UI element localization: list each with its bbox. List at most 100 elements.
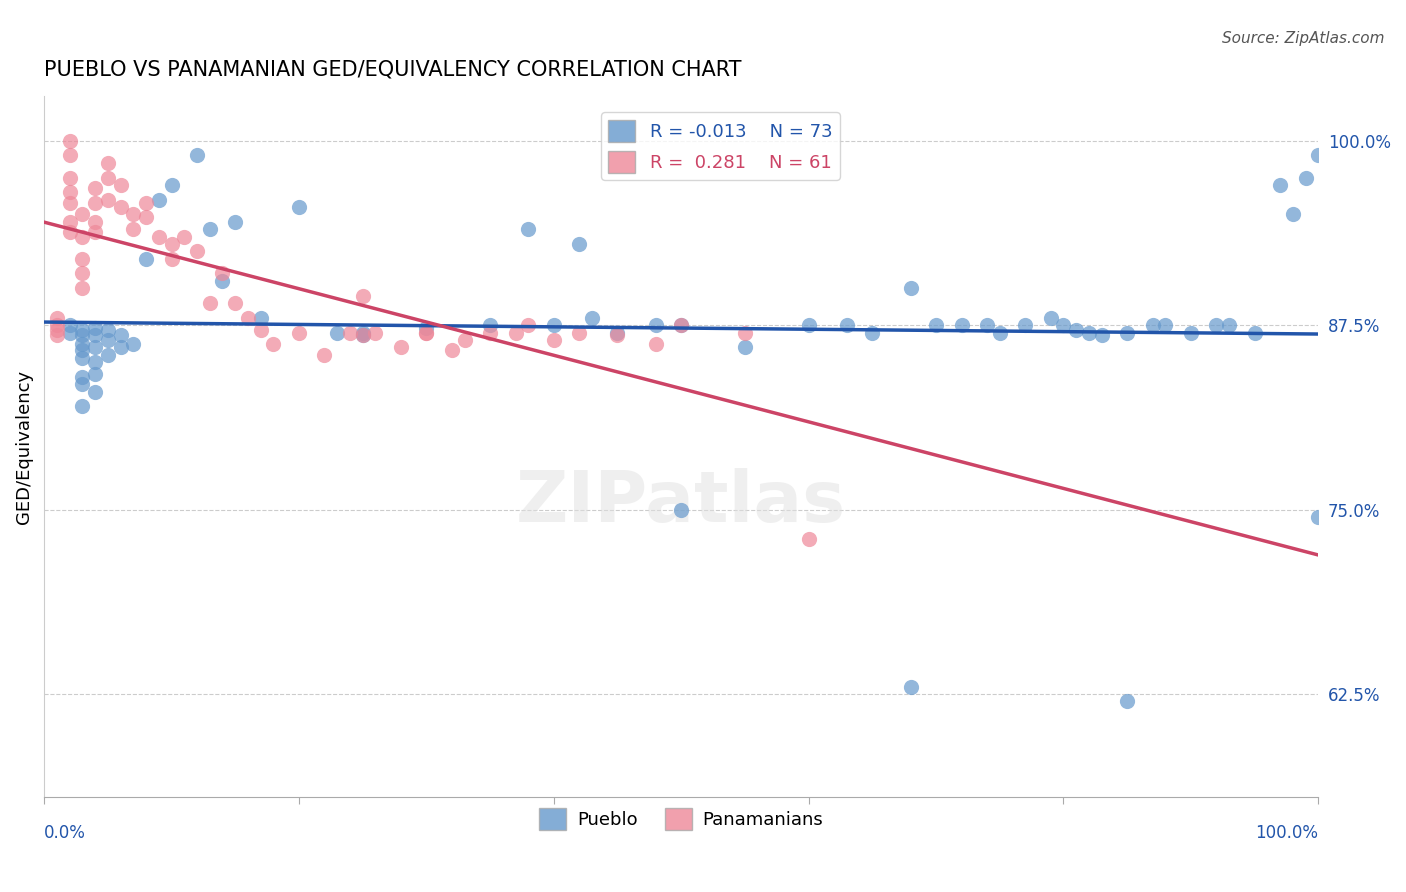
Point bbox=[84, 321, 107, 335]
Point bbox=[1116, 326, 1139, 340]
Point bbox=[249, 322, 271, 336]
Point bbox=[72, 252, 94, 266]
Point bbox=[797, 318, 820, 333]
Point bbox=[58, 170, 80, 185]
Point bbox=[1180, 326, 1202, 340]
Point bbox=[58, 148, 80, 162]
Point bbox=[110, 328, 132, 343]
Point bbox=[352, 326, 374, 340]
Point bbox=[224, 215, 246, 229]
Point bbox=[1064, 322, 1087, 336]
Point bbox=[415, 321, 437, 335]
Point bbox=[72, 399, 94, 413]
Point bbox=[976, 318, 998, 333]
Point bbox=[797, 532, 820, 546]
Point bbox=[72, 351, 94, 365]
Point bbox=[148, 193, 170, 207]
Point bbox=[860, 326, 883, 340]
Point bbox=[1077, 326, 1099, 340]
Point bbox=[517, 222, 540, 236]
Point bbox=[72, 369, 94, 384]
Point bbox=[505, 326, 527, 340]
Point bbox=[1039, 310, 1062, 325]
Point bbox=[236, 310, 259, 325]
Text: Source: ZipAtlas.com: Source: ZipAtlas.com bbox=[1222, 31, 1385, 46]
Point bbox=[160, 237, 183, 252]
Text: ZIPatlas: ZIPatlas bbox=[516, 468, 846, 538]
Point bbox=[900, 281, 922, 295]
Point bbox=[543, 333, 565, 347]
Point bbox=[45, 318, 67, 333]
Point bbox=[97, 156, 120, 170]
Point bbox=[97, 322, 120, 336]
Point bbox=[110, 340, 132, 354]
Point bbox=[1052, 318, 1074, 333]
Point bbox=[135, 252, 157, 266]
Point bbox=[97, 170, 120, 185]
Point bbox=[1154, 318, 1177, 333]
Point bbox=[440, 343, 463, 358]
Point bbox=[1295, 170, 1317, 185]
Point bbox=[173, 229, 195, 244]
Point bbox=[1281, 207, 1303, 221]
Point bbox=[389, 340, 412, 354]
Point bbox=[110, 200, 132, 214]
Point bbox=[58, 326, 80, 340]
Point bbox=[84, 367, 107, 381]
Point bbox=[186, 148, 208, 162]
Point bbox=[326, 326, 349, 340]
Point bbox=[669, 318, 692, 333]
Text: 0.0%: 0.0% bbox=[44, 824, 86, 842]
Point bbox=[314, 348, 336, 362]
Point bbox=[84, 328, 107, 343]
Point bbox=[160, 178, 183, 192]
Point bbox=[58, 215, 80, 229]
Point bbox=[644, 318, 666, 333]
Point bbox=[72, 322, 94, 336]
Point bbox=[734, 340, 756, 354]
Point bbox=[835, 318, 858, 333]
Point bbox=[198, 296, 221, 310]
Point bbox=[72, 281, 94, 295]
Point bbox=[84, 225, 107, 239]
Point bbox=[211, 267, 233, 281]
Point bbox=[1268, 178, 1291, 192]
Point bbox=[72, 343, 94, 358]
Point bbox=[135, 211, 157, 225]
Point bbox=[72, 207, 94, 221]
Text: 100.0%: 100.0% bbox=[1256, 824, 1319, 842]
Point bbox=[224, 296, 246, 310]
Point bbox=[415, 326, 437, 340]
Point bbox=[110, 178, 132, 192]
Point bbox=[606, 326, 628, 340]
Point bbox=[453, 333, 475, 347]
Point bbox=[186, 244, 208, 259]
Point bbox=[581, 310, 603, 325]
Point bbox=[58, 186, 80, 200]
Point bbox=[84, 355, 107, 369]
Point bbox=[1308, 510, 1330, 524]
Point bbox=[517, 318, 540, 333]
Point bbox=[97, 333, 120, 347]
Point bbox=[669, 502, 692, 516]
Point bbox=[415, 326, 437, 340]
Point bbox=[122, 207, 145, 221]
Point bbox=[479, 326, 502, 340]
Point bbox=[479, 318, 502, 333]
Point bbox=[97, 348, 120, 362]
Point bbox=[58, 225, 80, 239]
Point bbox=[72, 229, 94, 244]
Point bbox=[84, 215, 107, 229]
Point bbox=[1116, 694, 1139, 708]
Point bbox=[669, 318, 692, 333]
Point bbox=[122, 337, 145, 351]
Point bbox=[84, 195, 107, 210]
Point bbox=[249, 310, 271, 325]
Point bbox=[644, 337, 666, 351]
Point bbox=[198, 222, 221, 236]
Point bbox=[211, 274, 233, 288]
Point bbox=[1218, 318, 1240, 333]
Point bbox=[925, 318, 948, 333]
Y-axis label: GED/Equivalency: GED/Equivalency bbox=[15, 370, 32, 524]
Point bbox=[568, 326, 591, 340]
